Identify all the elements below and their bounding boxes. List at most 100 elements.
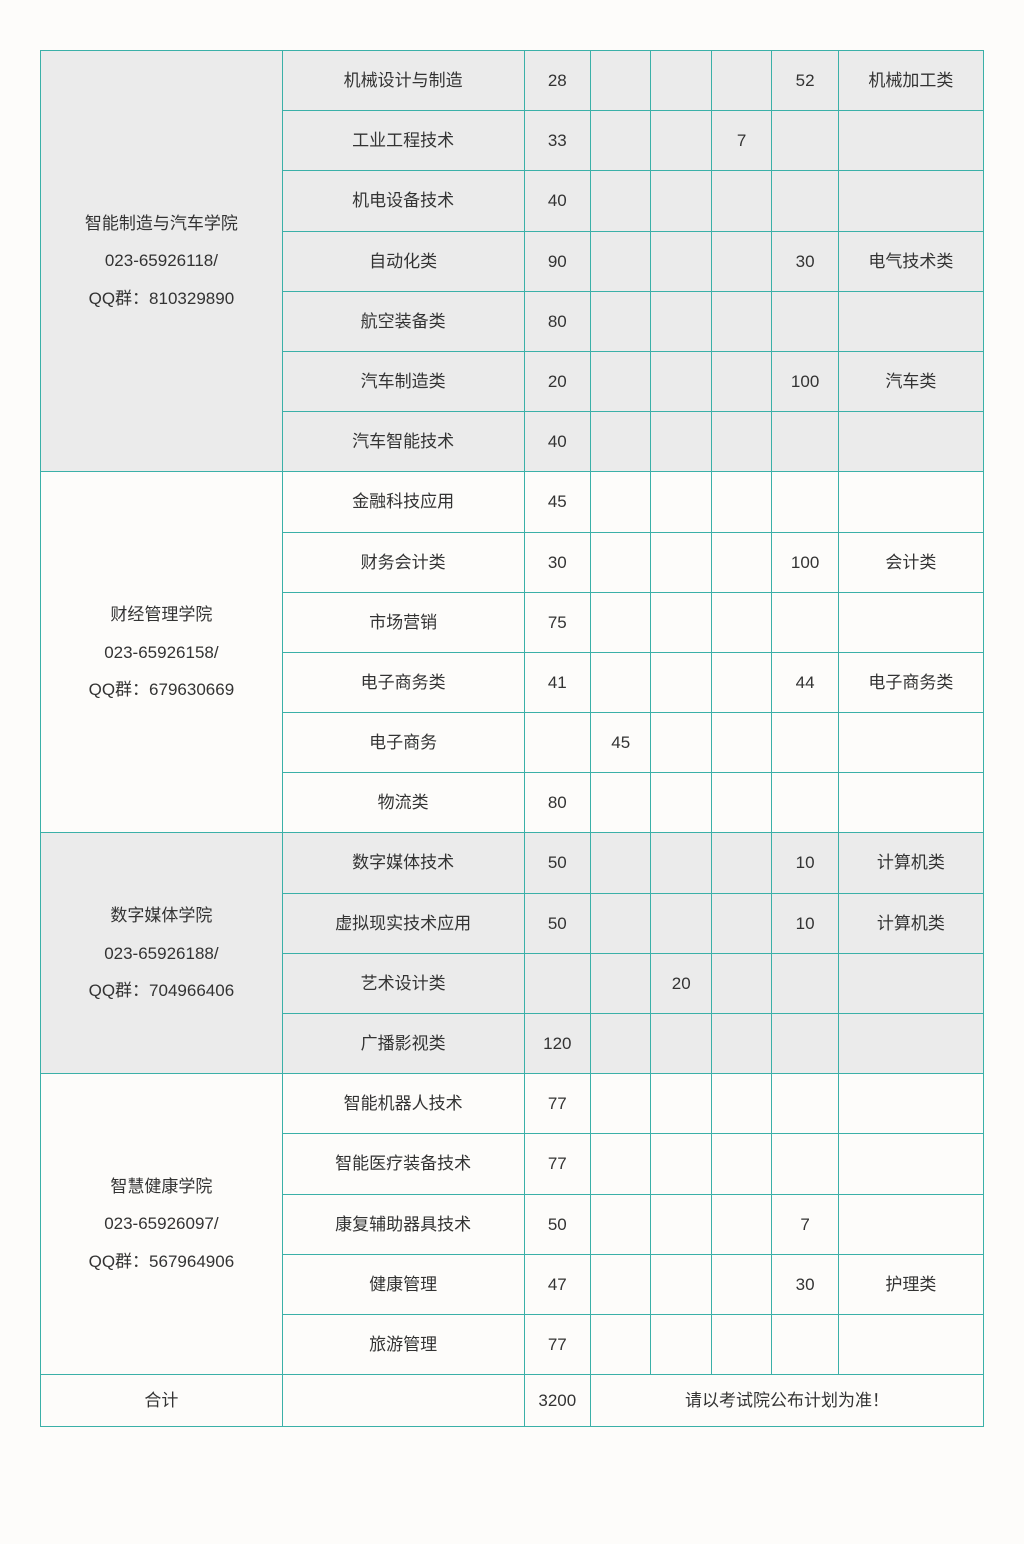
num-cell bbox=[772, 1014, 838, 1074]
num-cell bbox=[651, 652, 711, 712]
major-cell: 机电设备技术 bbox=[282, 171, 524, 231]
num-cell: 120 bbox=[524, 1014, 590, 1074]
num-cell: 100 bbox=[772, 532, 838, 592]
num-cell: 80 bbox=[524, 291, 590, 351]
num-cell bbox=[711, 1014, 771, 1074]
num-cell bbox=[711, 713, 771, 773]
dept-cell: 智能制造与汽车学院023-65926118/QQ群：810329890 bbox=[41, 51, 283, 472]
num-cell bbox=[591, 1194, 651, 1254]
cat-cell bbox=[838, 953, 983, 1013]
num-cell bbox=[711, 652, 771, 712]
cat-cell: 会计类 bbox=[838, 532, 983, 592]
totals-label: 合计 bbox=[41, 1375, 283, 1427]
major-cell: 工业工程技术 bbox=[282, 111, 524, 171]
num-cell bbox=[772, 773, 838, 833]
num-cell: 20 bbox=[524, 351, 590, 411]
major-cell: 市场营销 bbox=[282, 592, 524, 652]
table-row: 财经管理学院023-65926158/QQ群：679630669金融科技应用45 bbox=[41, 472, 984, 532]
num-cell bbox=[711, 893, 771, 953]
cat-cell: 电气技术类 bbox=[838, 231, 983, 291]
cat-cell bbox=[838, 412, 983, 472]
num-cell bbox=[711, 351, 771, 411]
num-cell: 28 bbox=[524, 51, 590, 111]
major-cell: 健康管理 bbox=[282, 1254, 524, 1314]
major-cell: 自动化类 bbox=[282, 231, 524, 291]
num-cell: 52 bbox=[772, 51, 838, 111]
cat-cell bbox=[838, 713, 983, 773]
major-cell: 康复辅助器具技术 bbox=[282, 1194, 524, 1254]
num-cell bbox=[772, 412, 838, 472]
num-cell bbox=[651, 171, 711, 231]
totals-note: 请以考试院公布计划为准！ bbox=[591, 1375, 984, 1427]
num-cell bbox=[651, 1254, 711, 1314]
num-cell bbox=[651, 231, 711, 291]
num-cell bbox=[711, 773, 771, 833]
num-cell: 41 bbox=[524, 652, 590, 712]
num-cell: 77 bbox=[524, 1134, 590, 1194]
num-cell bbox=[591, 893, 651, 953]
totals-sum: 3200 bbox=[524, 1375, 590, 1427]
num-cell: 7 bbox=[772, 1194, 838, 1254]
num-cell: 30 bbox=[524, 532, 590, 592]
num-cell bbox=[651, 592, 711, 652]
num-cell bbox=[711, 953, 771, 1013]
num-cell: 50 bbox=[524, 1194, 590, 1254]
num-cell bbox=[651, 1074, 711, 1134]
major-cell: 机械设计与制造 bbox=[282, 51, 524, 111]
num-cell bbox=[711, 532, 771, 592]
cat-cell: 机械加工类 bbox=[838, 51, 983, 111]
num-cell bbox=[591, 592, 651, 652]
num-cell: 75 bbox=[524, 592, 590, 652]
dept-cell: 财经管理学院023-65926158/QQ群：679630669 bbox=[41, 472, 283, 833]
num-cell bbox=[772, 1134, 838, 1194]
num-cell: 45 bbox=[524, 472, 590, 532]
table-row: 智慧健康学院023-65926097/QQ群：567964906智能机器人技术7… bbox=[41, 1074, 984, 1134]
num-cell: 44 bbox=[772, 652, 838, 712]
num-cell bbox=[711, 1254, 771, 1314]
num-cell bbox=[524, 953, 590, 1013]
num-cell bbox=[711, 1314, 771, 1374]
major-cell: 财务会计类 bbox=[282, 532, 524, 592]
cat-cell: 护理类 bbox=[838, 1254, 983, 1314]
totals-blank bbox=[282, 1375, 524, 1427]
dept-cell: 智慧健康学院023-65926097/QQ群：567964906 bbox=[41, 1074, 283, 1375]
num-cell bbox=[651, 1314, 711, 1374]
major-cell: 物流类 bbox=[282, 773, 524, 833]
num-cell: 10 bbox=[772, 893, 838, 953]
num-cell bbox=[591, 291, 651, 351]
num-cell bbox=[772, 111, 838, 171]
num-cell bbox=[711, 291, 771, 351]
num-cell bbox=[772, 953, 838, 1013]
major-cell: 电子商务类 bbox=[282, 652, 524, 712]
num-cell bbox=[591, 953, 651, 1013]
major-cell: 艺术设计类 bbox=[282, 953, 524, 1013]
cat-cell bbox=[838, 592, 983, 652]
major-cell: 智能机器人技术 bbox=[282, 1074, 524, 1134]
num-cell bbox=[591, 351, 651, 411]
num-cell bbox=[651, 291, 711, 351]
major-cell: 航空装备类 bbox=[282, 291, 524, 351]
cat-cell bbox=[838, 1014, 983, 1074]
num-cell bbox=[711, 51, 771, 111]
num-cell bbox=[591, 1074, 651, 1134]
cat-cell bbox=[838, 111, 983, 171]
major-cell: 汽车制造类 bbox=[282, 351, 524, 411]
num-cell bbox=[651, 51, 711, 111]
num-cell: 10 bbox=[772, 833, 838, 893]
num-cell bbox=[591, 1314, 651, 1374]
num-cell bbox=[651, 1134, 711, 1194]
num-cell bbox=[651, 1194, 711, 1254]
num-cell bbox=[772, 592, 838, 652]
num-cell bbox=[591, 773, 651, 833]
major-cell: 数字媒体技术 bbox=[282, 833, 524, 893]
num-cell bbox=[591, 231, 651, 291]
major-cell: 旅游管理 bbox=[282, 1314, 524, 1374]
num-cell bbox=[591, 532, 651, 592]
num-cell bbox=[772, 1314, 838, 1374]
num-cell bbox=[651, 472, 711, 532]
num-cell bbox=[651, 532, 711, 592]
num-cell: 50 bbox=[524, 833, 590, 893]
num-cell bbox=[711, 1134, 771, 1194]
num-cell bbox=[651, 1014, 711, 1074]
major-cell: 虚拟现实技术应用 bbox=[282, 893, 524, 953]
